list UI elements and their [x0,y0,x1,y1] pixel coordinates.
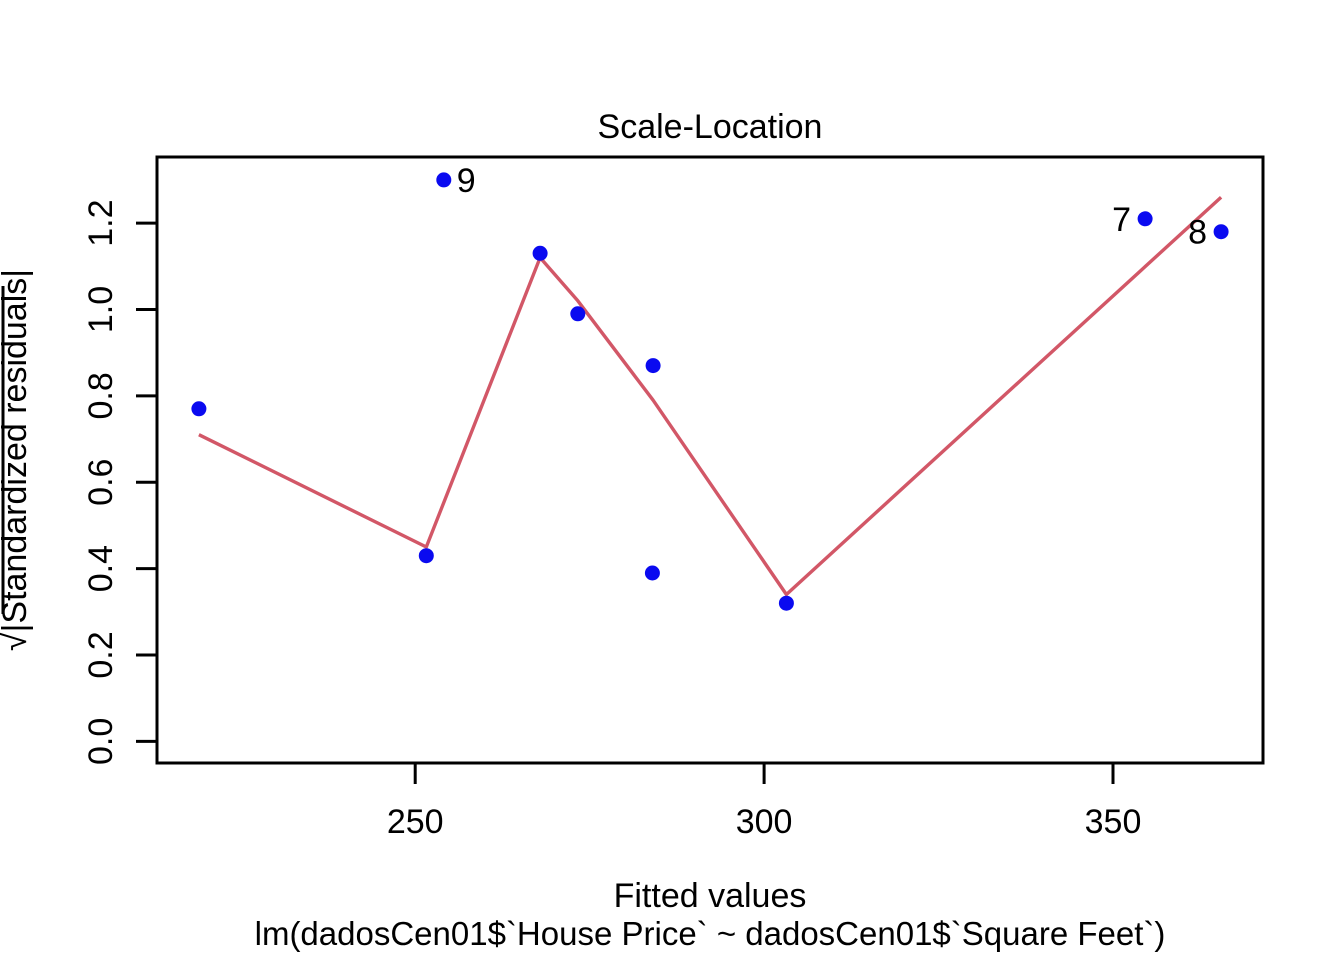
x-tick-label: 350 [1085,803,1142,841]
chart-title: Scale-Location [597,108,823,146]
y-tick-label: 0.4 [82,545,120,592]
data-point [191,401,207,417]
data-point [644,565,660,581]
x-axis-label: Fitted values [613,877,807,915]
y-tick-label: 1.2 [82,199,120,246]
y-axis-label: √|Standardized residuals| [0,269,34,651]
x-tick-label: 250 [387,803,444,841]
y-tick-label: 0.2 [82,631,120,678]
data-point [778,595,794,611]
x-tick-label: 300 [736,803,793,841]
model-caption: lm(dadosCen01$`House Price` ~ dadosCen01… [254,915,1166,952]
data-point [1137,211,1153,227]
smooth-line [198,195,1223,597]
data-point [418,548,434,564]
y-tick-label: 0.0 [82,718,120,765]
data-point [436,172,452,188]
point-label: 8 [1188,214,1207,252]
data-point [645,358,661,374]
plot-border-box [155,155,1265,765]
data-point [570,306,586,322]
y-tick-label: 1.0 [82,286,120,333]
data-point [1213,224,1229,240]
y-tick-label: 0.8 [82,372,120,419]
data-point [532,245,548,261]
point-label: 9 [457,162,476,200]
point-label: 7 [1112,201,1131,239]
y-tick-label: 0.6 [82,459,120,506]
